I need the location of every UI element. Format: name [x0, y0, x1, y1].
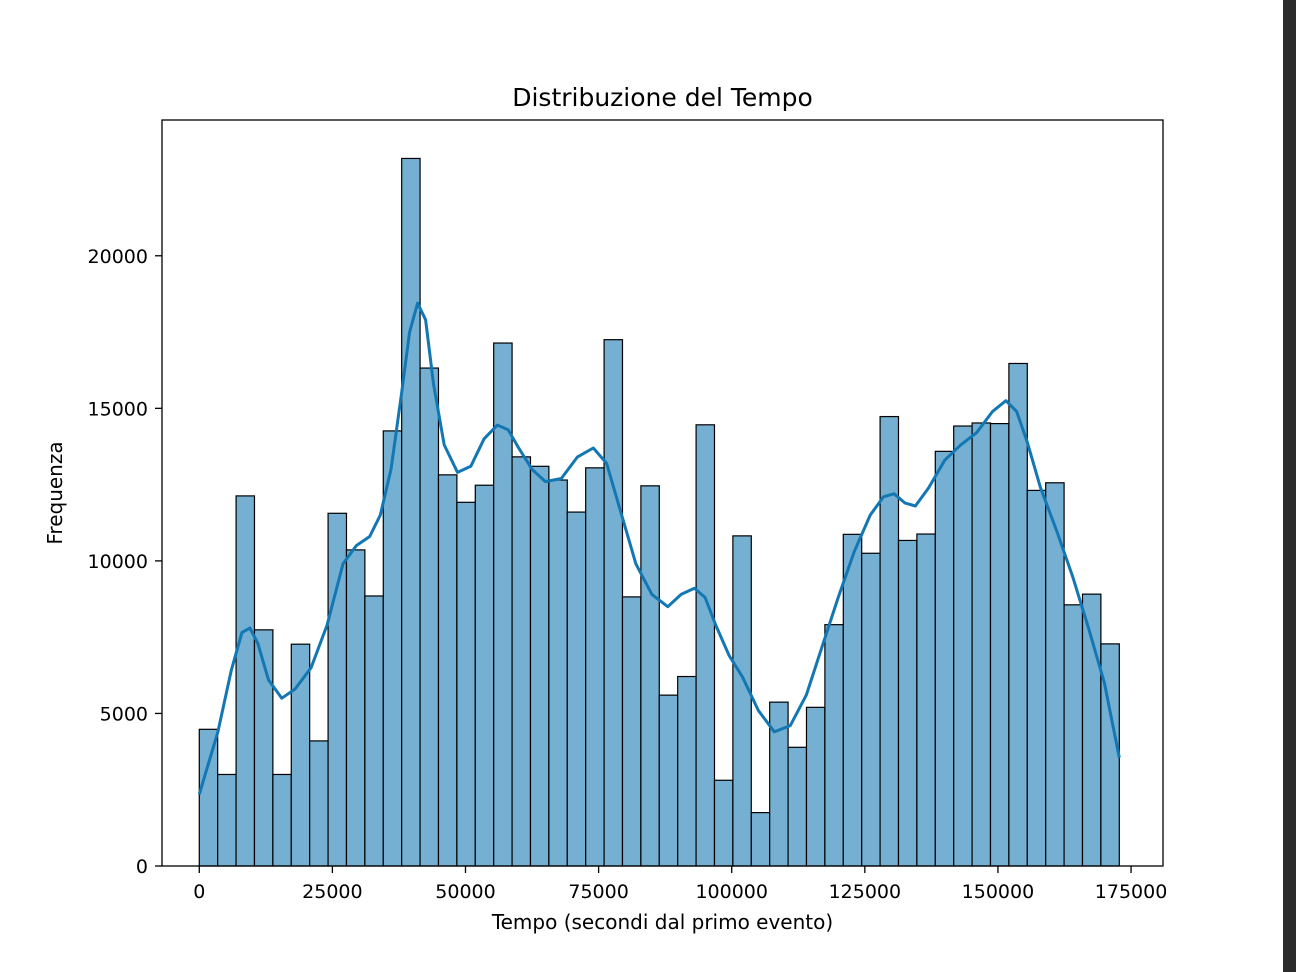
- histogram-bar: [953, 425, 973, 867]
- histogram-bar: [861, 552, 881, 867]
- histogram-bar: [677, 675, 697, 867]
- histogram-bar: [345, 549, 366, 867]
- histogram-bar: [511, 456, 532, 867]
- x-tick-label: 125000: [829, 881, 902, 903]
- histogram-bar: [437, 474, 458, 867]
- y-axis-label: Frequenza: [43, 441, 67, 544]
- histogram-bars: [198, 157, 1120, 867]
- histogram-bar: [621, 596, 642, 867]
- histogram-bar: [217, 773, 237, 867]
- histogram-bar: [1008, 362, 1028, 867]
- histogram-bar: [750, 812, 771, 867]
- histogram-bar: [787, 746, 808, 867]
- x-tick-label: 100000: [695, 881, 768, 903]
- histogram-bar: [566, 511, 587, 867]
- y-tick-label: 0: [136, 856, 148, 878]
- x-axis-ticks: 0 25000 50000 75000 100000 125000 150000 175000: [193, 866, 1167, 903]
- histogram-bar: [529, 465, 550, 867]
- histogram-bar: [658, 694, 679, 867]
- histogram-bar: [309, 740, 329, 867]
- histogram-bar: [493, 342, 513, 867]
- kde-line: [197, 301, 1121, 795]
- histogram-bar: [548, 479, 568, 867]
- x-tick-label: 0: [193, 881, 205, 903]
- y-tick-label: 20000: [88, 246, 148, 268]
- histogram-bar: [272, 773, 292, 867]
- x-tick-label: 25000: [302, 881, 362, 903]
- histogram-bar: [989, 422, 1010, 867]
- histogram-bar: [879, 415, 900, 867]
- histogram-bar: [290, 643, 311, 867]
- y-tick-label: 5000: [100, 703, 148, 725]
- histogram-bar: [603, 339, 624, 867]
- histogram-bar: [732, 535, 752, 867]
- histogram-bar: [971, 422, 992, 867]
- histogram-bar: [198, 728, 219, 867]
- histogram-bar: [419, 367, 440, 867]
- y-axis-ticks: 0 5000 10000 15000 20000: [88, 246, 162, 878]
- histogram-bar: [897, 539, 918, 867]
- histogram-bar: [235, 495, 256, 867]
- histogram-bar: [824, 624, 844, 867]
- x-tick-label: 75000: [568, 881, 628, 903]
- histogram-bar: [695, 424, 716, 867]
- histogram-bar: [640, 485, 660, 867]
- histogram-bar: [585, 467, 605, 867]
- chart-title: Distribuzione del Tempo: [512, 83, 813, 112]
- histogram-bar: [805, 706, 826, 867]
- axes-frame: [161, 119, 1164, 867]
- y-tick-label: 10000: [88, 551, 148, 573]
- histogram-bar: [842, 533, 863, 867]
- histogram-bar: [713, 779, 734, 867]
- histogram-bar: [401, 157, 421, 867]
- y-tick-label: 15000: [88, 398, 148, 420]
- histogram-bar: [1026, 489, 1047, 867]
- x-axis-label: Tempo (secondi dal primo evento): [491, 910, 833, 934]
- histogram-bar: [916, 533, 936, 867]
- histogram-bar: [934, 450, 955, 867]
- histogram-bar: [474, 484, 495, 867]
- x-tick-label: 175000: [1095, 881, 1168, 903]
- histogram-bar: [456, 501, 476, 867]
- x-tick-label: 50000: [435, 881, 495, 903]
- x-tick-label: 150000: [962, 881, 1035, 903]
- histogram-bar: [1063, 604, 1084, 867]
- histogram-bar: [364, 595, 384, 867]
